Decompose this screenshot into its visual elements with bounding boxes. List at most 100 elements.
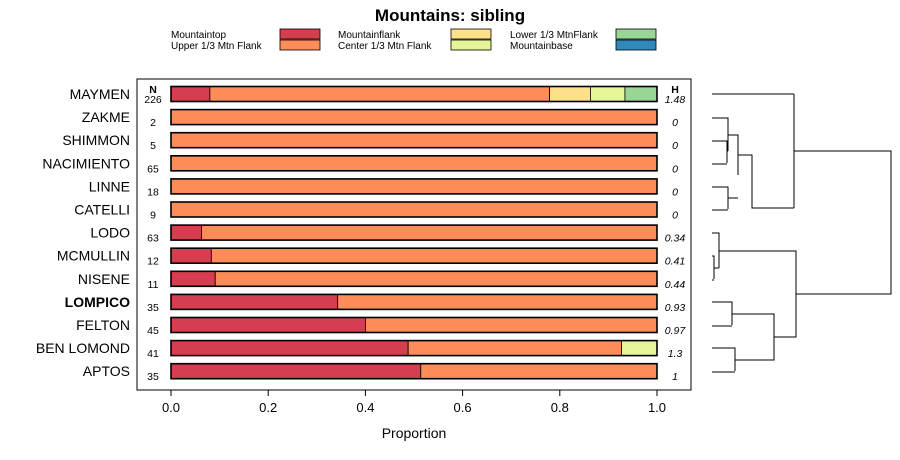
legend-label-mountaintop: Mountaintop [171, 30, 226, 41]
bar-aptos-upper-1-3-mtn-flank [420, 363, 658, 380]
bar-outline-aptos [170, 362, 658, 380]
n-value-shimmon: 5 [150, 140, 156, 152]
h-value-mcmullin: 0.41 [665, 256, 685, 268]
legend-label-mountainflank: Mountainflank [338, 30, 401, 41]
row-label-ben-lomond: BEN LOMOND [36, 340, 130, 356]
row-label-catelli: CATELLI [74, 202, 130, 218]
bar-outline-linne [170, 178, 658, 195]
row-label-nacimiento: NACIMIENTO [42, 155, 130, 171]
row-label-felton: FELTON [76, 317, 130, 333]
x-axis-label: Proportion [382, 425, 447, 441]
n-value-catelli: 9 [150, 210, 156, 222]
legend-swatch-mountainbase [615, 39, 657, 51]
bar-outline-shimmon [170, 131, 658, 149]
dendrogram-branch [712, 301, 733, 325]
n-value-maymen: 226 [144, 94, 162, 106]
bar-zakme-upper-1-3-mtn-flank [170, 109, 658, 125]
bar-maymen-lower-1-3-mtnflank [624, 86, 658, 102]
bar-lodo-upper-1-3-mtn-flank [201, 224, 658, 241]
bar-catelli-upper-1-3-mtn-flank [170, 201, 658, 218]
plot-frame [136, 78, 692, 391]
n-value-aptos: 35 [147, 371, 159, 383]
row-label-mcmullin: MCMULLIN [57, 248, 130, 264]
legend-swatch-center-1-3-mtn-flank [450, 39, 492, 51]
h-value-catelli: 0 [672, 210, 678, 222]
h-value-aptos: 1 [672, 371, 678, 383]
x-tick-label: 0.2 [259, 400, 277, 415]
bar-nisene-upper-1-3-mtn-flank [214, 270, 658, 287]
dendrogram-branch [712, 347, 736, 371]
h-value-felton: 0.97 [665, 325, 687, 337]
row-label-zakme: ZAKME [82, 109, 130, 125]
bar-rows: MAYMEN 226 1.48 ZAKME 2 0 SHIMMON 5 0 NACIMIENTO 6… [36, 85, 687, 383]
bar-felton-mountaintop [170, 317, 366, 333]
chart-title: Mountains: sibling [375, 6, 525, 25]
n-value-mcmullin: 12 [147, 256, 159, 268]
bar-outline-nisene [170, 270, 658, 288]
h-value-nacimiento: 0 [672, 163, 678, 175]
n-value-linne: 18 [147, 186, 159, 198]
bar-maymen-mountaintop [170, 86, 211, 102]
bar-mcmullin-mountaintop [170, 247, 212, 264]
dendrogram-branch [719, 250, 797, 338]
dendrogram-branch [712, 117, 729, 151]
bar-outline-maymen [170, 85, 658, 103]
bar-aptos-mountaintop [170, 363, 422, 380]
legend-label-upper-1-3-mtn-flank: Upper 1/3 Mtn Flank [171, 41, 263, 52]
row-label-nisene: NISENE [78, 271, 130, 287]
dendrogram [712, 93, 892, 373]
h-value-shimmon: 0 [672, 140, 678, 152]
bar-ben-lomond-mountaintop [170, 340, 409, 357]
n-value-nisene: 11 [148, 279, 159, 291]
h-value-maymen: 1.48 [665, 94, 686, 106]
dendrogram-branch [712, 186, 729, 209]
n-value-zakme: 2 [150, 117, 156, 129]
dendrogram-branch [712, 232, 720, 268]
row-label-aptos: APTOS [83, 363, 130, 379]
row-label-shimmon: SHIMMON [62, 132, 130, 148]
bar-maymen-center-1-3-mtn-flank [590, 86, 626, 102]
x-tick-label: 0.6 [454, 400, 472, 415]
bar-shimmon-upper-1-3-mtn-flank [170, 132, 658, 149]
x-tick-label: 1.0 [648, 400, 666, 415]
bar-mcmullin-upper-1-3-mtn-flank [210, 247, 658, 264]
bar-outline-felton [170, 316, 658, 334]
bar-maymen-upper-1-3-mtn-flank [209, 86, 550, 102]
bar-outline-catelli [170, 201, 658, 218]
legend-label-mountainbase: Mountainbase [510, 41, 573, 52]
bar-outline-mcmullin [170, 247, 658, 264]
n-header: N [149, 84, 157, 96]
dendrogram-branch [712, 255, 715, 279]
dendrogram-branch [712, 140, 728, 163]
bar-outline-zakme [170, 108, 658, 126]
n-value-nacimiento: 65 [147, 163, 159, 175]
legend-swatch-mountaintop [279, 28, 321, 40]
dendrogram-branch [732, 313, 775, 361]
bar-outline-lodo [170, 224, 658, 241]
row-label-linne: LINNE [89, 178, 130, 194]
legend-swatch-upper-1-3-mtn-flank [279, 39, 321, 51]
bar-felton-upper-1-3-mtn-flank [364, 317, 658, 333]
legend-swatch-mountainflank [450, 28, 492, 40]
bar-lompico-mountaintop [170, 293, 339, 310]
bar-outline-nacimiento [170, 155, 658, 172]
bar-outline-ben-lomond [170, 339, 658, 357]
h-value-linne: 0 [672, 186, 678, 198]
bar-nisene-mountaintop [170, 270, 216, 287]
legend-label-center-1-3-mtn-flank: Center 1/3 Mtn Flank [338, 41, 432, 52]
bar-maymen-mountainflank [549, 86, 591, 102]
dendrogram-branch [794, 150, 892, 295]
legend-swatch-lower-1-3-mtnflank [615, 28, 657, 40]
x-tick-label: 0.0 [162, 400, 180, 415]
bar-lodo-mountaintop [170, 224, 203, 241]
bar-nacimiento-upper-1-3-mtn-flank [170, 155, 658, 172]
n-value-felton: 45 [147, 325, 159, 337]
bar-lompico-upper-1-3-mtn-flank [337, 293, 658, 310]
h-value-lompico: 0.93 [665, 302, 686, 314]
n-value-lompico: 35 [147, 302, 159, 314]
x-axis: 0.0 0.2 0.4 0.6 0.8 1.0 [162, 390, 666, 415]
row-label-lodo: LODO [90, 225, 130, 241]
bar-linne-upper-1-3-mtn-flank [170, 178, 658, 195]
